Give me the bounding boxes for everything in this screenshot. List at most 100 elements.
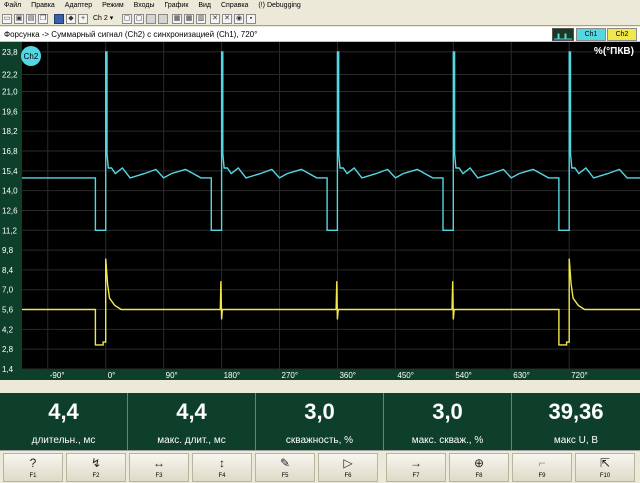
scope-icon[interactable]: ◉ [234,14,244,24]
info-icon[interactable]: ▪ [246,14,256,24]
f4-vzoom-button[interactable]: ↕ F4 [192,453,252,482]
split-icon[interactable]: ▥ [196,14,206,24]
f3-label: F3 [155,473,163,479]
y-axis-band [0,42,22,380]
x-tick-label: 630° [513,371,530,380]
channel-badge-label: Ch2 [24,52,39,61]
stat-max-duty: 3,0 макс. скваж., % [384,393,512,450]
y-tick-label: 14,0 [2,187,18,196]
f8-label: F8 [475,473,483,479]
stat-duty: 3,0 скважность, % [256,393,384,450]
menu-inputs[interactable]: Входы [133,2,155,9]
exit-icon: ⇱ [599,456,611,470]
menu-debugging[interactable]: (!) Debugging [258,2,301,9]
x-tick-label: -90° [50,371,65,380]
menu-bar: Файл Правка Адаптер Режим Входы График В… [0,0,640,12]
question-icon: ? [29,456,37,470]
menu-view[interactable]: Вид [198,2,212,9]
menu-edit[interactable]: Правка [31,2,55,9]
menu-mode[interactable]: Режим [102,2,124,9]
oscilloscope-plot[interactable]: 23,8 22,2 21,0 19,6 18,2 16,8 15,4 14,0 12,6 11,2… [0,42,640,380]
signal-preview-icon [552,28,574,41]
horizontal-zoom-icon: ↔ [153,456,165,470]
f10-label: F10 [599,473,611,479]
y-tick-label: 1,4 [2,365,14,374]
f7-label: F7 [412,473,420,479]
stat-max-duration-label: макс. длит., мс [157,435,226,446]
y-tick-label: 12,6 [2,206,18,215]
f9-label: F9 [538,473,546,479]
chart-svg: 23,8 22,2 21,0 19,6 18,2 16,8 15,4 14,0 12,6 11,2… [0,42,640,380]
layout-icon[interactable]: ▦ [172,14,182,24]
function-key-bar: ? F1 ↯ F2 ↔ F3 ↕ F4 ✎ F5 ▷ F6 → F7 ⊕ F8 … [0,450,640,483]
tools-icon[interactable]: ✕ [210,14,220,24]
x-tick-label: 90° [166,371,178,380]
window-icon[interactable]: ▦ [184,14,194,24]
y-tick-label: 7,0 [2,286,14,295]
menu-file[interactable]: Файл [4,2,22,9]
stat-max-duration: 4,4 макс. длит., мс [128,393,256,450]
fit-icon[interactable] [146,14,156,24]
cursor-icon[interactable]: + [78,14,88,24]
y-tick-label: 4,2 [2,325,14,334]
menu-adapter[interactable]: Адаптер [64,2,93,9]
tab-ch2[interactable]: Ch2 [607,28,637,41]
x-tick-label: 270° [282,371,299,380]
x-tick-label: 540° [455,371,472,380]
units-label: %(°ПКВ) [594,46,634,57]
grid-icon[interactable] [158,14,168,24]
f9-trigger-button[interactable]: ⌐ F9 [512,453,572,482]
stat-duration-value: 4,4 [48,399,79,424]
y-tick-label: 8,4 [2,266,14,275]
f1-help-button[interactable]: ? F1 [3,453,63,482]
stat-max-duty-value: 3,0 [432,399,463,424]
save-icon[interactable]: ▣ [14,14,24,24]
pause-icon[interactable] [54,14,64,24]
brush-icon: ✎ [279,456,291,470]
y-tick-label: 18,2 [2,127,18,136]
zoom-in-icon[interactable]: ▢ [122,14,132,24]
f6-run-button[interactable]: ▷ F6 [318,453,378,482]
f8-cursor-button[interactable]: ⊕ F8 [449,453,509,482]
menu-graph[interactable]: График [164,2,189,9]
f10-exit-button[interactable]: ⇱ F10 [575,453,635,482]
print-icon[interactable]: ▤ [26,14,36,24]
f6-label: F6 [344,473,352,479]
series-line-ch1 [22,258,640,346]
measure-icon[interactable]: ✕ [222,14,232,24]
curve-edit-icon: ↯ [90,456,102,470]
f5-label: F5 [281,473,289,479]
stat-duration-label: длительн., мс [31,435,96,446]
tab-ch1[interactable]: Ch1 [576,28,606,41]
series-line-ch2 [22,51,640,232]
stat-max-voltage-label: макс U, В [553,435,599,446]
x-tick-label: 180° [224,371,241,380]
x-tick-label: 720° [571,371,588,380]
y-tick-label: 5,6 [2,306,14,315]
menu-help[interactable]: Справка [220,2,249,9]
channel-select[interactable]: Ch 2 ▾ [93,14,113,24]
stat-max-voltage-value: 39,36 [548,399,604,424]
f3-hzoom-button[interactable]: ↔ F3 [129,453,189,482]
signal-title: Форсунка -> Суммарный сигнал (Ch2) с син… [4,30,258,39]
f2-curve-button[interactable]: ↯ F2 [66,453,126,482]
open-icon[interactable]: ▭ [2,14,12,24]
crosshair-icon: ⊕ [473,456,485,470]
y-tick-label: 15,4 [2,167,18,176]
f1-label: F1 [29,473,37,479]
arrow-right-icon: → [410,456,422,470]
zoom-out-icon[interactable]: ▢ [134,14,144,24]
measurement-panel: 4,4 длительн., мс 4,4 макс. длит., мс 3,… [0,393,640,450]
stat-max-voltage: 39,36 макс U, В [512,393,640,450]
play-icon: ▷ [343,456,353,470]
chevron-down-icon: ▾ [109,15,114,22]
y-tick-label: 21,0 [2,88,18,97]
f5-clear-button[interactable]: ✎ F5 [255,453,315,482]
f7-step-button[interactable]: → F7 [386,453,446,482]
y-tick-label: 16,8 [2,147,18,156]
copy-icon[interactable]: ❐ [38,14,48,24]
channel-select-value: Ch 2 [93,15,108,22]
stat-duty-value: 3,0 [304,399,335,424]
x-tick-label: 0° [108,371,116,380]
record-icon[interactable]: ◆ [66,14,76,24]
